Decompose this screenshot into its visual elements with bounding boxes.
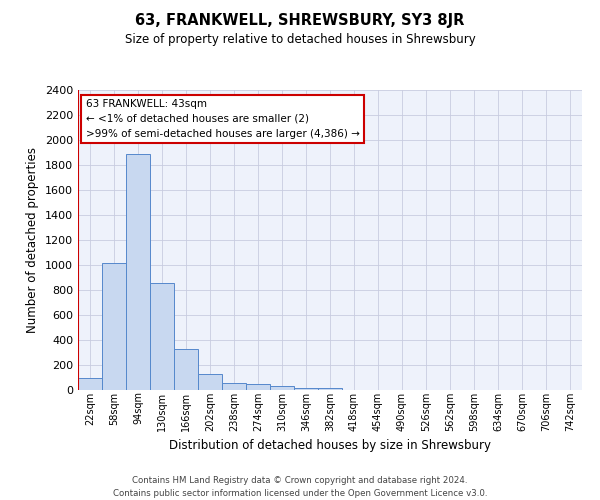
- X-axis label: Distribution of detached houses by size in Shrewsbury: Distribution of detached houses by size …: [169, 439, 491, 452]
- Text: 63, FRANKWELL, SHREWSBURY, SY3 8JR: 63, FRANKWELL, SHREWSBURY, SY3 8JR: [136, 12, 464, 28]
- Bar: [102, 262, 126, 390]
- Text: 63 FRANKWELL: 43sqm
← <1% of detached houses are smaller (2)
>99% of semi-detach: 63 FRANKWELL: 43sqm ← <1% of detached ho…: [86, 99, 359, 138]
- Bar: [198, 374, 222, 390]
- Bar: [78, 378, 102, 390]
- Text: Size of property relative to detached houses in Shrewsbury: Size of property relative to detached ho…: [125, 32, 475, 46]
- Bar: [294, 388, 318, 390]
- Bar: [222, 382, 246, 390]
- Bar: [126, 154, 150, 390]
- Bar: [318, 388, 342, 390]
- Bar: [246, 384, 270, 390]
- Text: Contains HM Land Registry data © Crown copyright and database right 2024.
Contai: Contains HM Land Registry data © Crown c…: [113, 476, 487, 498]
- Bar: [270, 386, 294, 390]
- Y-axis label: Number of detached properties: Number of detached properties: [26, 147, 40, 333]
- Bar: [174, 350, 198, 390]
- Bar: [150, 283, 174, 390]
